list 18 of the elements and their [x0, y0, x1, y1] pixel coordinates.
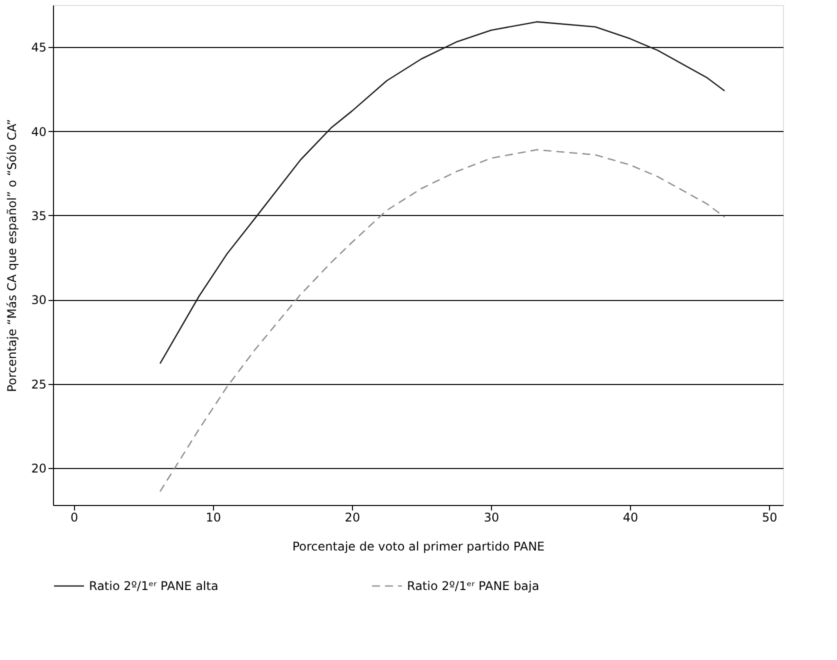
- x-tick-label: 30: [484, 510, 500, 524]
- y-tick-label: 30: [31, 293, 46, 308]
- x-tick-label: 40: [622, 510, 638, 524]
- x-tick-label: 0: [70, 510, 78, 524]
- y-tick-label: 35: [31, 208, 46, 223]
- y-tick-label: 40: [31, 124, 46, 139]
- line-series: [159, 21, 726, 364]
- y-tick-label: 25: [31, 377, 46, 392]
- line-series: [159, 149, 726, 492]
- legend-label: Ratio 2º/1ᵉʳ PANE baja: [407, 579, 540, 593]
- x-tick-label: 50: [762, 510, 778, 524]
- x-axis-title: Porcentaje de voto al primer partido PANE: [292, 540, 545, 554]
- legend-label: Ratio 2º/1ᵉʳ PANE alta: [89, 579, 218, 593]
- y-tick-label: 20: [31, 461, 46, 476]
- y-tick-label: 45: [31, 40, 46, 55]
- x-tick-label: 20: [344, 510, 360, 524]
- x-tick-label: 10: [206, 510, 222, 524]
- y-axis-title: Porcentaje “Más CA que español” o “Sólo CA”: [5, 119, 20, 392]
